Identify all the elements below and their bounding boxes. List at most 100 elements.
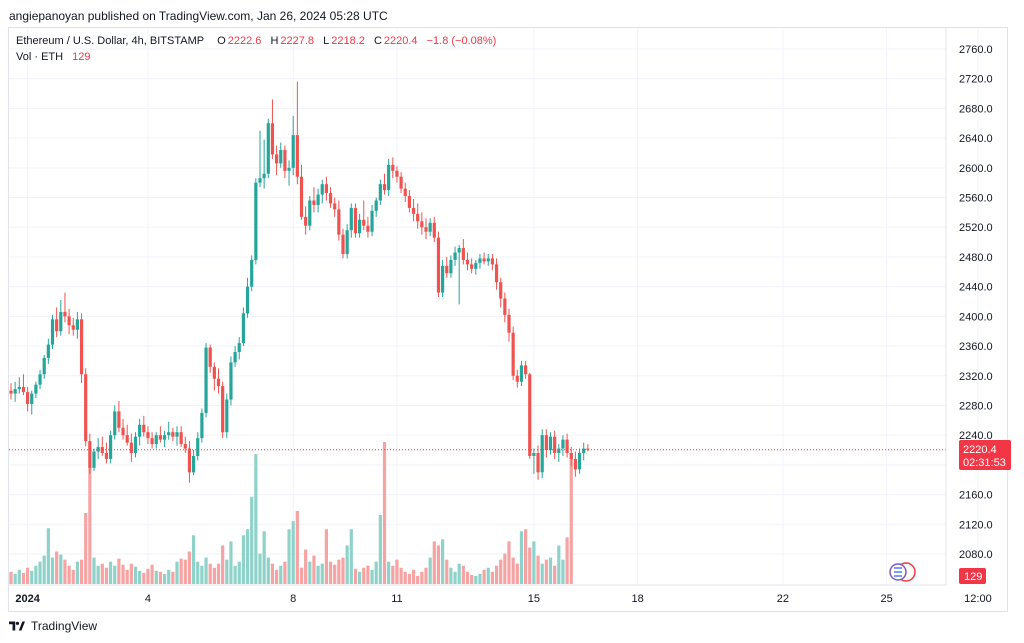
volume-bar bbox=[129, 563, 133, 584]
candle-body bbox=[569, 453, 573, 459]
time-tick-label: 8 bbox=[290, 593, 296, 605]
candle-body bbox=[254, 182, 258, 260]
candle-body bbox=[196, 438, 200, 456]
candle-body bbox=[34, 384, 38, 394]
volume-bar bbox=[478, 573, 482, 584]
footer-brand: TradingView bbox=[31, 619, 98, 633]
volume-bar bbox=[316, 565, 320, 584]
volume-bar bbox=[544, 559, 548, 584]
volume-bar bbox=[320, 563, 324, 584]
volume-bar bbox=[445, 559, 449, 584]
candle-body bbox=[470, 264, 474, 269]
volume-bar bbox=[192, 535, 196, 584]
chart-frame[interactable] bbox=[8, 27, 1008, 612]
candle-body bbox=[441, 265, 445, 293]
volume-bar bbox=[453, 571, 457, 584]
candle-body bbox=[532, 453, 536, 456]
price-tick-label: 2760.0 bbox=[959, 44, 993, 56]
candle-body bbox=[50, 319, 55, 345]
candle-body bbox=[225, 399, 229, 433]
price-tick-label: 2400.0 bbox=[959, 311, 993, 323]
chart-legend: Ethereum / U.S. Dollar, 4h, BITSTAMP O 22… bbox=[16, 33, 502, 65]
volume-bar bbox=[511, 557, 515, 584]
volume-bar bbox=[104, 567, 109, 584]
volume-bar bbox=[175, 561, 179, 584]
grid-lines bbox=[9, 28, 979, 585]
price-tick-label: 2640.0 bbox=[959, 133, 993, 145]
current-price-label: 2220.4 02:31:53 bbox=[959, 440, 1011, 470]
candle-body bbox=[324, 184, 328, 194]
volume-bar bbox=[9, 571, 13, 584]
volume-bar bbox=[34, 565, 38, 584]
candle-body bbox=[233, 352, 237, 363]
volume-bar bbox=[424, 567, 428, 584]
volume-bar bbox=[441, 539, 445, 584]
volume-bar bbox=[283, 561, 287, 584]
candlesticks bbox=[9, 81, 590, 483]
volume-bar bbox=[349, 529, 353, 584]
volume-bar bbox=[353, 568, 358, 584]
candle-body bbox=[229, 362, 233, 400]
candle-body bbox=[26, 392, 30, 404]
candle-body bbox=[449, 259, 453, 274]
candle-body bbox=[212, 366, 216, 379]
candle-body bbox=[55, 319, 59, 332]
volume-bar bbox=[449, 567, 453, 584]
volume-bar bbox=[494, 565, 499, 584]
candle-body bbox=[71, 325, 75, 330]
candle-body bbox=[30, 393, 34, 404]
volume-bar bbox=[515, 563, 519, 584]
volume-bar bbox=[370, 569, 374, 584]
open-value: 2222.6 bbox=[227, 35, 262, 47]
candle-body bbox=[553, 436, 557, 453]
volume-bar bbox=[461, 565, 465, 584]
volume-bar bbox=[503, 553, 507, 584]
volume-bars bbox=[9, 442, 573, 584]
candle-body bbox=[183, 444, 187, 449]
candle-body bbox=[250, 259, 254, 287]
candle-body bbox=[482, 258, 486, 262]
volume-bar bbox=[212, 567, 216, 584]
candle-body bbox=[515, 375, 519, 382]
volume-bar bbox=[333, 564, 337, 584]
events-icon[interactable] bbox=[889, 562, 916, 582]
volume-row: Vol · ETH 129 bbox=[16, 49, 502, 65]
volume-bar bbox=[75, 561, 79, 584]
time-tick-label: 22 bbox=[777, 593, 789, 605]
candle-body bbox=[262, 173, 266, 179]
candle-body bbox=[499, 282, 503, 299]
volume-bar bbox=[162, 573, 167, 584]
candle-body bbox=[478, 258, 482, 263]
volume-bar bbox=[216, 563, 221, 584]
candle-body bbox=[353, 207, 358, 234]
candle-body bbox=[150, 438, 154, 445]
volume-bar bbox=[548, 557, 553, 584]
volume-bar bbox=[407, 573, 411, 584]
candle-body bbox=[129, 442, 133, 453]
price-tick-label: 2480.0 bbox=[959, 252, 993, 264]
candle-body bbox=[316, 194, 320, 205]
candle-body bbox=[237, 343, 241, 352]
candle-body bbox=[320, 184, 324, 195]
volume-label[interactable]: Vol · ETH bbox=[16, 51, 64, 63]
volume-bar bbox=[304, 549, 308, 584]
volume-bar bbox=[411, 569, 416, 584]
time-tick-label: 18 bbox=[632, 593, 644, 605]
volume-bar bbox=[557, 545, 561, 584]
volume-bar bbox=[387, 561, 391, 584]
symbol-description[interactable]: Ethereum / U.S. Dollar, 4h, BITSTAMP bbox=[16, 35, 205, 47]
candle-body bbox=[382, 184, 387, 191]
candle-body bbox=[366, 225, 370, 232]
published-caption: angiepanoyan published on TradingView.co… bbox=[9, 9, 388, 23]
candle-body bbox=[474, 262, 478, 269]
candle-body bbox=[42, 357, 46, 375]
volume-bar bbox=[146, 568, 150, 584]
volume-bar bbox=[403, 571, 407, 584]
volume-bar bbox=[391, 565, 395, 584]
price-tick-label: 2240.0 bbox=[959, 430, 993, 442]
volume-bar bbox=[254, 454, 258, 584]
volume-bar bbox=[524, 529, 528, 584]
candle-body bbox=[345, 230, 349, 254]
candle-body bbox=[162, 435, 167, 440]
